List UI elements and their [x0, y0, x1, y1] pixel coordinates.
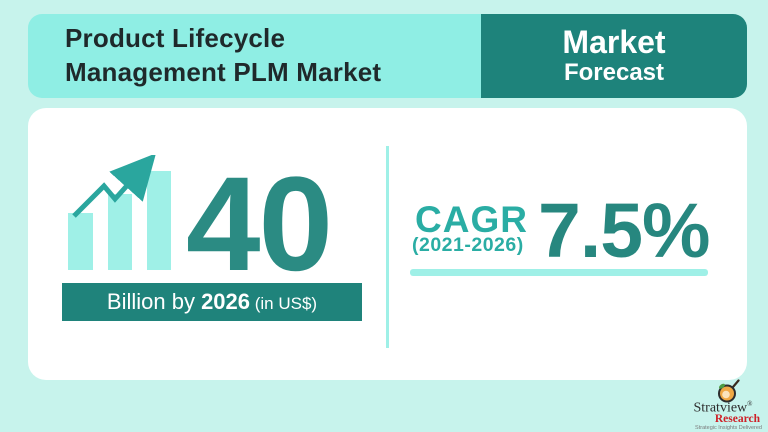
- logo-tagline: Strategic Insights Delivered: [695, 425, 762, 431]
- ribbon-unit: (in US$): [250, 294, 318, 313]
- bar-3: [147, 171, 171, 270]
- page-title-line2: Management PLM Market: [65, 57, 382, 87]
- registered-mark: ®: [747, 400, 753, 408]
- cagr-label: CAGR: [415, 199, 528, 240]
- cagr-underline: [410, 269, 708, 276]
- market-size-ribbon: Billion by 2026 (in US$): [62, 283, 362, 321]
- bar-1: [68, 213, 93, 270]
- market-size-value: 40: [186, 150, 333, 299]
- ribbon-prefix: Billion by: [106, 289, 202, 314]
- cagr-period: (2021-2026): [412, 234, 524, 256]
- page-title-line1: Product Lifecycle: [65, 23, 286, 54]
- title-box: Product Lifecycle Management PLM Market: [28, 14, 481, 98]
- bar-2: [108, 194, 132, 270]
- ribbon-year: 2026: [201, 289, 251, 314]
- market-forecast-badge: Market Forecast: [481, 14, 747, 98]
- stratview-logo: Stratview® Research Strategic Insights D…: [684, 379, 762, 431]
- stats-card: 40 Billion by 2026 (in US$) CAGR (2021-2…: [28, 108, 747, 380]
- logo-name: Stratview®: [684, 401, 762, 416]
- growth-bar-chart-icon: [68, 155, 171, 270]
- logo-division: Research: [714, 413, 760, 425]
- cagr-value: 7.5%: [538, 188, 711, 274]
- market-size-ribbon-text: Billion by 2026 (in US$): [107, 289, 317, 315]
- magnifier-icon: [718, 379, 740, 403]
- vertical-divider: [386, 146, 389, 348]
- badge-line1: Market: [562, 24, 666, 60]
- badge-line2: Forecast: [563, 58, 665, 86]
- logo-name-text: Stratview: [693, 400, 748, 416]
- header-banner: Product Lifecycle Management PLM Market …: [28, 14, 747, 98]
- growth-arrow-icon: [72, 155, 157, 218]
